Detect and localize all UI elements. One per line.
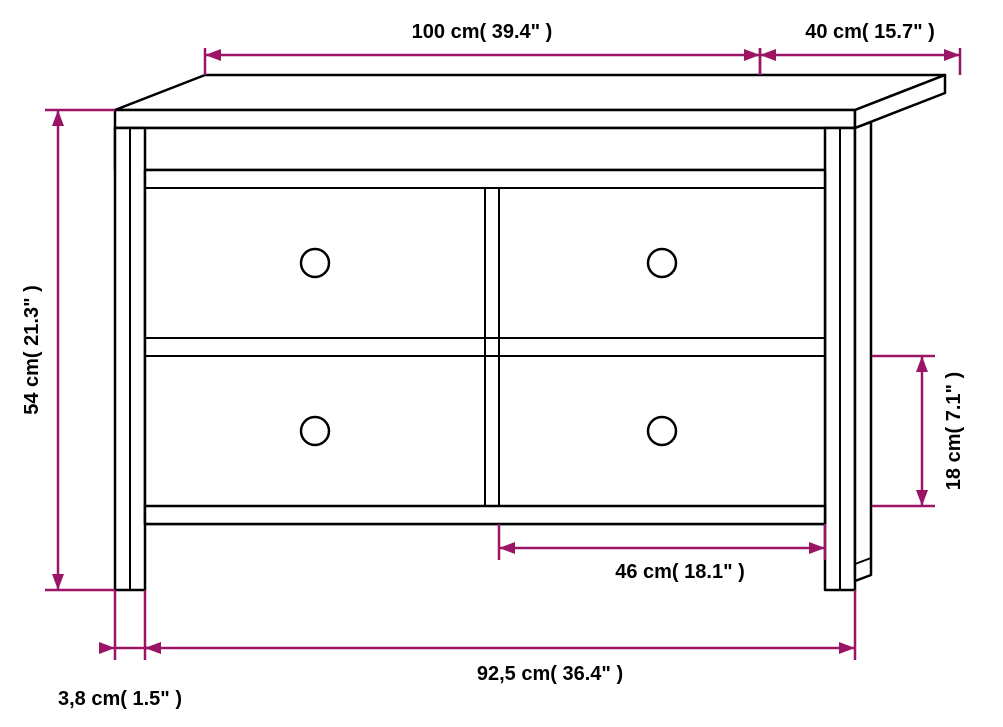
leg-rear-right (855, 122, 871, 581)
dim-leg-width-label: 3,8 cm( 1.5" ) (58, 688, 182, 710)
apron (115, 128, 855, 170)
dim-width-top: 100 cm( 39.4" ) (205, 21, 760, 75)
top-surface (115, 75, 945, 110)
knob-top-right (648, 249, 676, 277)
dim-depth-top-label: 40 cm( 15.7" ) (805, 21, 935, 43)
dim-height-left: 54 cm( 21.3" ) (21, 110, 115, 590)
dim-depth-top: 40 cm( 15.7" ) (760, 21, 960, 75)
dim-leg-width: 3,8 cm( 1.5" ) (58, 590, 182, 710)
dim-height-left-label: 54 cm( 21.3" ) (21, 285, 43, 415)
dim-inner-width-label: 92,5 cm( 36.4" ) (477, 663, 623, 685)
dim-width-top-label: 100 cm( 39.4" ) (412, 21, 553, 43)
dim-drawer-height-label: 18 cm( 7.1" ) (943, 372, 965, 490)
knob-bottom-right (648, 417, 676, 445)
knob-bottom-left (301, 417, 329, 445)
dim-drawer-height: 18 cm( 7.1" ) (872, 356, 965, 506)
top-front-edge (115, 110, 855, 128)
dim-drawer-width: 46 cm( 18.1" ) (499, 524, 825, 583)
dresser-drawing (115, 75, 945, 590)
dimension-diagram: 100 cm( 39.4" ) 40 cm( 15.7" ) 54 cm( 21… (0, 0, 1003, 727)
knob-top-left (301, 249, 329, 277)
dim-drawer-width-label: 46 cm( 18.1" ) (615, 561, 745, 583)
bottom-rail (145, 506, 825, 524)
dim-inner-width: 92,5 cm( 36.4" ) (145, 590, 855, 685)
